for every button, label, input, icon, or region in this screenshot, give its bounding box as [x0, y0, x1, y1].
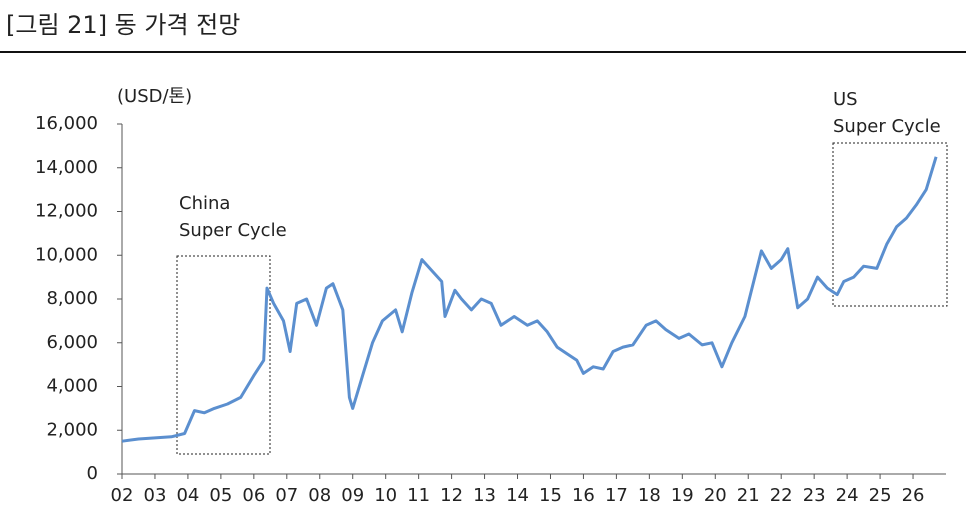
y-tick-label: 8,000 [46, 288, 98, 309]
y-tick-label: 16,000 [35, 113, 98, 134]
y-tick-label: 6,000 [46, 332, 98, 353]
us-box [832, 142, 948, 307]
china-box [176, 255, 271, 455]
y-tick-label: 10,000 [35, 244, 98, 265]
annotation: Super Cycle [179, 220, 287, 241]
y-tick-label: 12,000 [35, 201, 98, 222]
x-tick-label: 10 [374, 485, 397, 506]
x-tick-label: 18 [638, 485, 661, 506]
x-tick-label: 20 [704, 485, 727, 506]
x-tick-label: 12 [440, 485, 463, 506]
x-tick-label: 02 [111, 485, 134, 506]
x-tick-label: 23 [803, 485, 826, 506]
x-tick-label: 22 [770, 485, 793, 506]
x-tick-label: 07 [275, 485, 298, 506]
x-tick-label: 19 [671, 485, 694, 506]
x-tick-label: 08 [308, 485, 331, 506]
x-tick-label: 24 [836, 485, 859, 506]
annotation: China [179, 193, 230, 214]
y-tick-label: 2,000 [46, 419, 98, 440]
y-tick-label: 0 [87, 463, 98, 484]
y-tick-label: 14,000 [35, 157, 98, 178]
x-tick-label: 16 [572, 485, 595, 506]
y-tick-label: 4,000 [46, 376, 98, 397]
x-tick-label: 03 [144, 485, 167, 506]
x-tick-label: 11 [407, 485, 430, 506]
chart-title: [그림 21] 동 가격 전망 [6, 11, 240, 39]
x-tick-label: 21 [737, 485, 760, 506]
annotation: US [833, 89, 858, 110]
x-tick-label: 26 [902, 485, 925, 506]
x-tick-label: 13 [473, 485, 496, 506]
x-tick-label: 04 [176, 485, 199, 506]
x-tick-label: 09 [341, 485, 364, 506]
x-tick-label: 25 [869, 485, 892, 506]
x-tick-label: 06 [242, 485, 265, 506]
x-tick-label: 14 [506, 485, 529, 506]
annotation: Super Cycle [833, 116, 941, 137]
y-unit-label: (USD/톤) [117, 86, 192, 107]
price-line [121, 156, 938, 443]
x-tick-label: 15 [539, 485, 562, 506]
x-tick-label: 05 [209, 485, 232, 506]
x-tick-label: 17 [605, 485, 628, 506]
